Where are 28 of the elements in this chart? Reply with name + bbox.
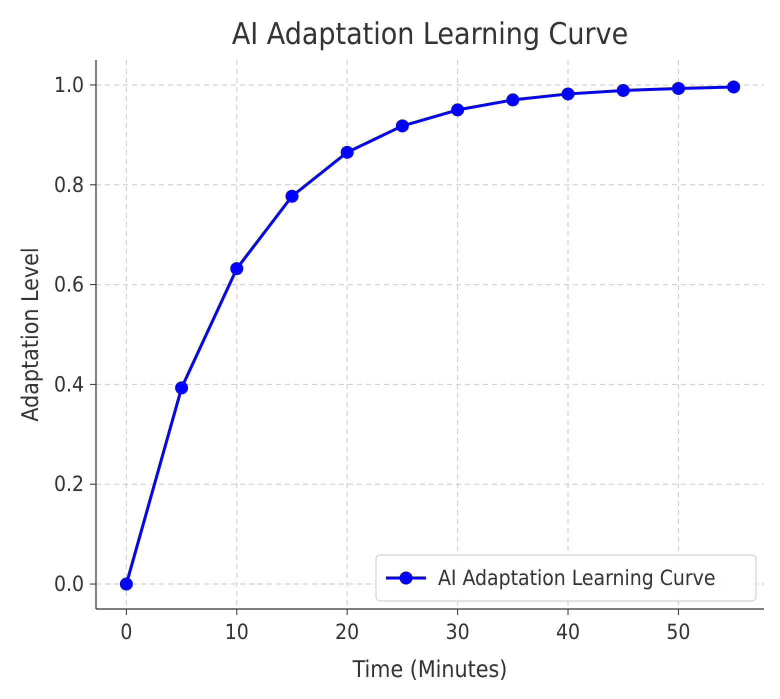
point [340, 146, 354, 159]
x-tick-label: 10 [224, 620, 249, 644]
y-tick-label: 0.0 [54, 572, 84, 596]
y-tick-label: 0.4 [54, 372, 84, 396]
x-tick-label: 40 [556, 620, 580, 644]
y-tick-label: 0.8 [54, 172, 84, 197]
x-tick-label: 20 [335, 620, 360, 644]
point [175, 381, 188, 394]
point [506, 93, 520, 106]
y-tick-label: 0.2 [54, 472, 84, 496]
point [672, 82, 685, 95]
x-tick-label: 0 [120, 620, 132, 644]
x-tick-label: 50 [666, 620, 690, 644]
point [285, 190, 298, 203]
point [120, 578, 133, 591]
point [451, 103, 464, 116]
chart-title: AI Adaptation Learning Curve [232, 17, 628, 52]
point [396, 119, 409, 132]
legend-label: AI Adaptation Learning Curve [438, 566, 716, 590]
point [616, 84, 630, 97]
x-axis-title: Time (Minutes) [352, 657, 508, 683]
y-tick-label: 0.6 [54, 272, 84, 297]
y-axis-title: Adaptation Level [18, 247, 44, 422]
point [727, 80, 740, 94]
x-tick-label: 30 [446, 620, 470, 644]
y-tick-label: 1.0 [54, 72, 84, 97]
point [562, 87, 575, 100]
point [230, 262, 244, 276]
